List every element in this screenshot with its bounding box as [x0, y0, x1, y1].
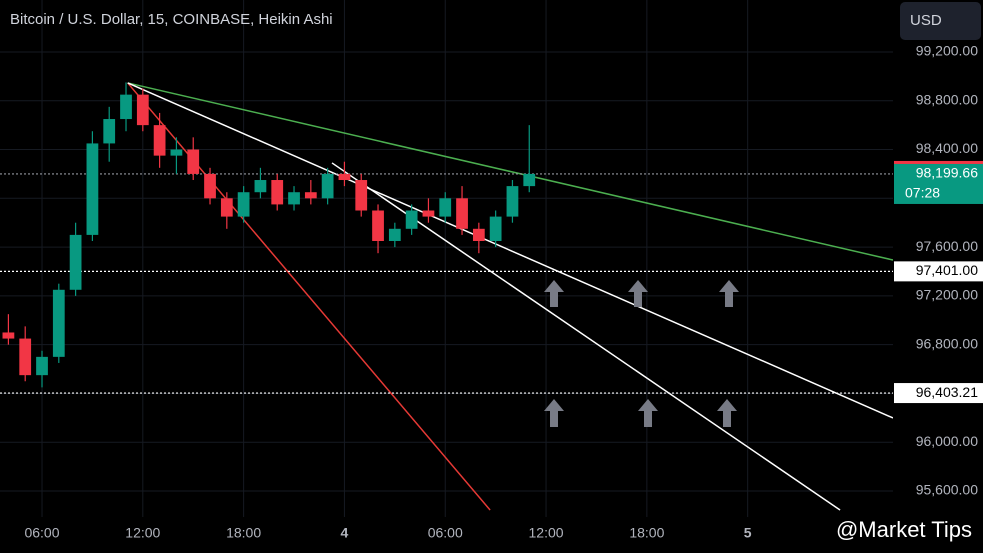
y-tick-label: 97,600.00 — [916, 238, 978, 254]
candle-body — [136, 94, 149, 126]
candle-body — [288, 192, 300, 205]
candle-body — [120, 94, 132, 120]
price-label: 98,199.66 — [916, 165, 978, 181]
price-label-box — [894, 383, 983, 404]
y-tick-label: 98,800.00 — [916, 91, 978, 107]
candle-body — [472, 228, 485, 241]
candle-body — [2, 332, 15, 339]
candle-body — [204, 173, 216, 199]
x-tick-label: 18:00 — [629, 525, 664, 541]
candle-body — [489, 216, 502, 241]
candle-body — [52, 289, 65, 357]
x-tick-label: 06:00 — [24, 525, 59, 541]
candle-body — [456, 198, 468, 229]
x-tick-label: 5 — [744, 525, 752, 541]
up-arrow — [544, 280, 564, 307]
y-tick-label: 98,400.00 — [916, 140, 978, 156]
trend-line — [127, 82, 894, 419]
candle-body — [338, 173, 351, 181]
candle-body — [237, 192, 250, 217]
up-arrow — [628, 280, 648, 307]
candle-body — [405, 210, 418, 229]
candle-body — [304, 192, 317, 199]
candle-body — [170, 149, 183, 156]
candle-body — [506, 186, 519, 217]
price-label-box — [894, 261, 983, 282]
currency-button[interactable] — [900, 2, 981, 40]
candle-body — [321, 173, 334, 199]
currency-button-label[interactable]: USD — [910, 12, 942, 29]
y-tick-label: 97,200.00 — [916, 287, 978, 303]
trend-line — [127, 82, 894, 261]
candle-body — [388, 228, 401, 241]
y-tick-label: 99,200.00 — [916, 43, 978, 59]
x-tick-label: 06:00 — [428, 525, 463, 541]
watermark: @Market Tips — [836, 517, 972, 542]
arrows — [544, 280, 739, 427]
up-arrow — [719, 280, 739, 307]
candle-body — [36, 356, 48, 376]
candle-body — [523, 173, 536, 187]
candle-body — [439, 198, 452, 217]
y-tick-label: 95,600.00 — [916, 482, 978, 498]
up-arrow — [638, 399, 658, 427]
candle-body — [220, 198, 233, 217]
candle-body — [372, 210, 384, 241]
candle-body — [254, 180, 267, 193]
y-tick-label: 96,800.00 — [916, 335, 978, 351]
candle-body — [422, 210, 435, 217]
candles — [2, 82, 536, 388]
candle-body — [103, 119, 116, 144]
up-arrow — [544, 399, 564, 427]
x-tick-label: 12:00 — [125, 525, 160, 541]
x-tick-label: 18:00 — [226, 525, 261, 541]
y-tick-label: 96,000.00 — [916, 433, 978, 449]
candle-body — [271, 180, 284, 205]
candle-body — [153, 125, 166, 156]
x-tick-label: 12:00 — [529, 525, 564, 541]
price-label: 96,403.21 — [916, 384, 978, 400]
time-axis — [0, 517, 893, 553]
candle-body — [86, 143, 99, 235]
x-tick-label: 4 — [341, 525, 349, 541]
countdown-label: 07:28 — [905, 185, 940, 201]
candle-body — [19, 338, 32, 376]
chart-title: Bitcoin / U.S. Dollar, 15, COINBASE, Hei… — [10, 11, 333, 28]
up-arrow — [717, 399, 737, 427]
candle-body — [355, 180, 368, 211]
candle-body — [187, 149, 200, 174]
price-label-box — [894, 163, 983, 204]
candle-body — [69, 234, 82, 290]
price-label: 97,401.00 — [916, 262, 978, 278]
